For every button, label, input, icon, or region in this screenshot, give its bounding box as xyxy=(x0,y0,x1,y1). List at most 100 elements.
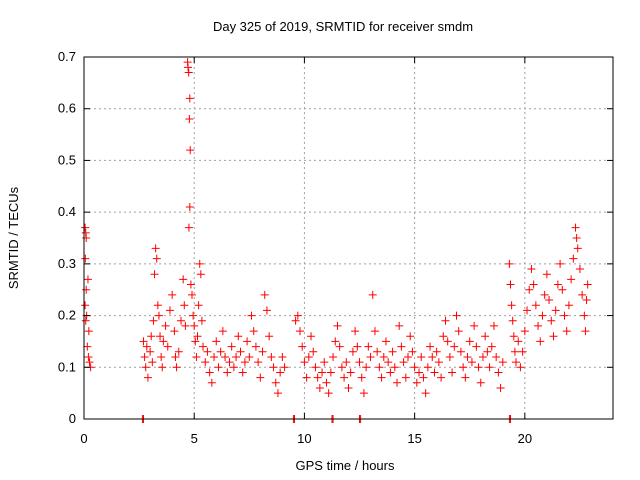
data-point xyxy=(322,378,331,387)
data-point xyxy=(527,265,536,274)
data-point xyxy=(520,327,529,336)
data-point xyxy=(581,327,590,336)
data-point xyxy=(454,327,463,336)
data-point xyxy=(483,347,492,356)
data-point xyxy=(540,290,549,299)
data-point xyxy=(234,332,243,341)
data-point xyxy=(147,332,156,341)
data-point xyxy=(254,358,263,367)
data-point xyxy=(148,358,157,367)
y-tick-label: 0.7 xyxy=(58,49,76,64)
data-point xyxy=(397,342,406,351)
data-point xyxy=(324,389,333,398)
data-point xyxy=(157,352,166,361)
x-axis-label: GPS time / hours xyxy=(296,458,395,473)
data-point xyxy=(538,311,547,320)
data-point xyxy=(153,301,162,310)
data-point xyxy=(487,342,496,351)
data-point xyxy=(262,306,271,315)
data-point xyxy=(514,337,523,346)
data-point xyxy=(470,321,479,330)
data-point xyxy=(337,363,346,372)
data-point xyxy=(549,332,558,341)
data-point xyxy=(432,347,441,356)
data-point xyxy=(518,347,527,356)
data-point xyxy=(240,358,249,367)
data-point xyxy=(181,321,190,330)
data-point xyxy=(353,342,362,351)
data-point xyxy=(225,358,234,367)
data-point xyxy=(542,270,551,279)
x-tick-label: 0 xyxy=(80,431,87,446)
grid-lines xyxy=(84,57,613,419)
data-point xyxy=(82,234,91,242)
data-point xyxy=(190,321,199,330)
data-point xyxy=(212,337,221,346)
data-point xyxy=(381,337,390,346)
data-point xyxy=(426,342,435,351)
data-point xyxy=(333,321,342,330)
data-point xyxy=(214,363,223,372)
data-point xyxy=(186,280,195,289)
data-point xyxy=(456,347,465,356)
data-point xyxy=(185,94,194,103)
data-point xyxy=(348,347,357,356)
data-point xyxy=(582,296,591,305)
data-point xyxy=(307,332,316,341)
data-point xyxy=(227,342,236,351)
data-point xyxy=(149,316,158,325)
data-point xyxy=(81,254,90,263)
data-point xyxy=(430,368,439,377)
data-point xyxy=(280,363,289,372)
data-point xyxy=(184,223,193,232)
data-point xyxy=(390,363,399,372)
data-point xyxy=(573,244,582,253)
data-point xyxy=(494,368,503,377)
x-tick-label: 20 xyxy=(518,431,532,446)
data-point xyxy=(318,368,327,377)
data-point xyxy=(154,311,163,320)
y-axis-ticks: 0 0.1 0.2 0.3 0.4 0.5 0.6 0.7 xyxy=(58,49,613,426)
data-point xyxy=(421,389,430,398)
x-tick-label: 10 xyxy=(297,431,311,446)
data-point xyxy=(140,352,149,361)
data-point xyxy=(152,254,161,263)
data-point xyxy=(364,342,373,351)
data-point xyxy=(448,368,457,377)
data-point xyxy=(179,275,188,284)
data-point xyxy=(401,373,410,382)
data-point xyxy=(506,280,515,289)
data-point xyxy=(410,363,419,372)
data-point xyxy=(357,373,366,382)
data-point xyxy=(355,358,364,367)
data-point xyxy=(81,301,90,310)
data-point xyxy=(243,337,252,346)
data-point xyxy=(571,223,580,232)
data-point xyxy=(245,352,254,361)
data-point xyxy=(388,347,397,356)
data-point xyxy=(558,285,567,294)
data-point xyxy=(156,332,165,341)
data-point xyxy=(260,290,269,299)
data-point xyxy=(415,368,424,377)
data-point xyxy=(459,363,468,372)
data-point xyxy=(406,332,415,341)
data-point xyxy=(395,321,404,330)
data-point xyxy=(216,347,225,356)
data-point xyxy=(158,363,167,372)
data-point xyxy=(159,337,168,346)
data-point xyxy=(417,352,426,361)
data-point xyxy=(386,368,395,377)
data-point xyxy=(441,316,450,325)
data-point xyxy=(489,321,498,330)
data-point xyxy=(545,296,554,305)
data-point xyxy=(191,337,200,346)
data-point xyxy=(150,270,159,279)
plot-frame xyxy=(83,56,614,420)
data-point xyxy=(170,327,179,336)
data-point xyxy=(185,115,194,124)
data-point xyxy=(247,311,256,320)
data-point xyxy=(412,378,421,387)
data-point xyxy=(265,332,274,341)
data-point xyxy=(399,358,408,367)
